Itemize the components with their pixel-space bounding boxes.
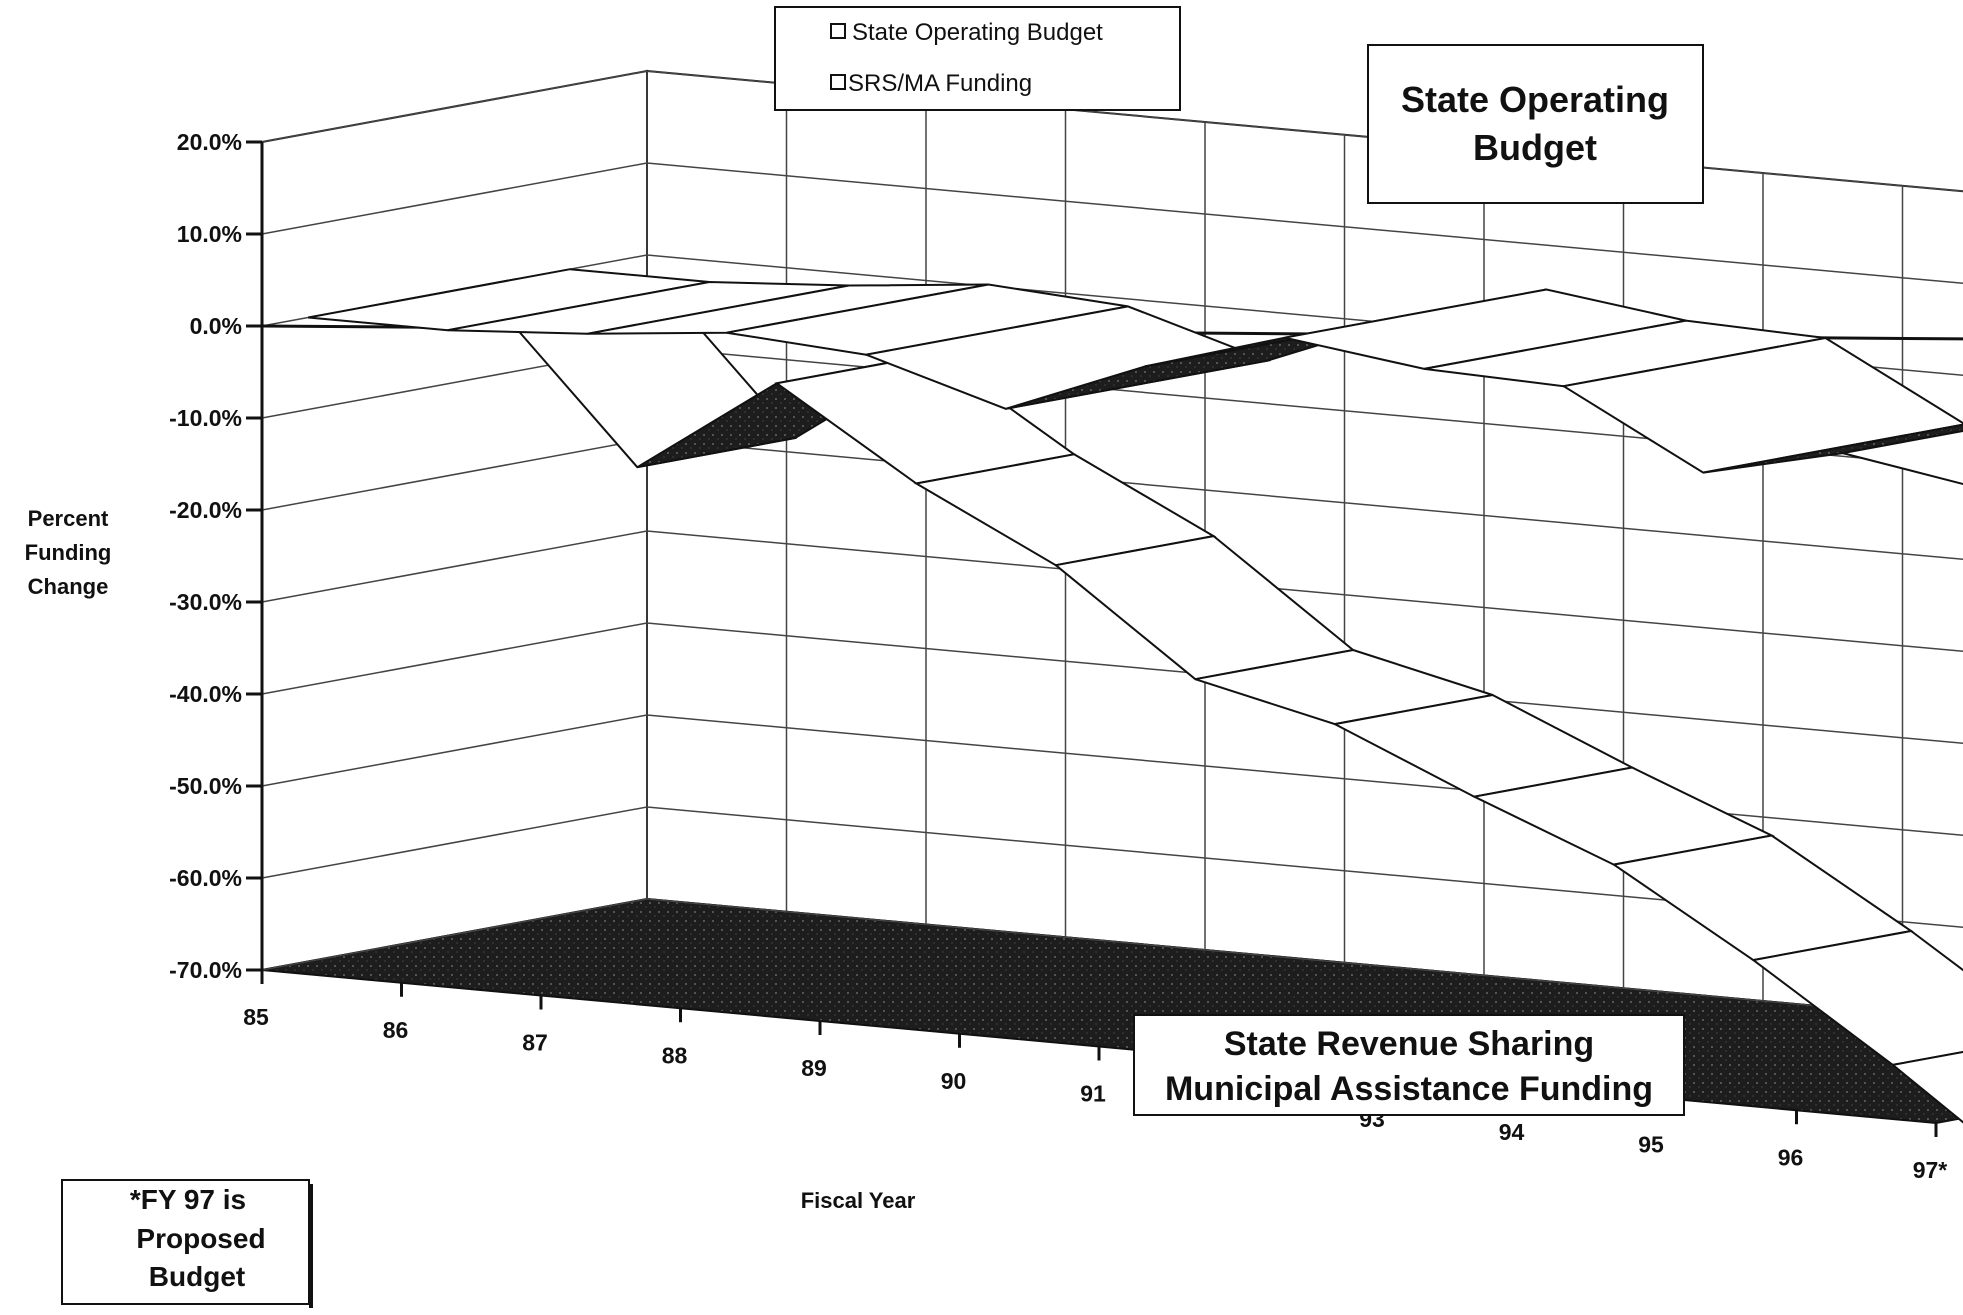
y-tick-label: 20.0% — [177, 129, 242, 155]
footnote: *FY 97 is Proposed Budget — [61, 1179, 313, 1308]
ribbon-segment — [1890, 1050, 1963, 1124]
y-tick-label: -30.0% — [169, 589, 242, 615]
operating-callout-line-1: State Operating — [1401, 79, 1669, 120]
ribbon-segment — [1842, 429, 1963, 486]
series-srs-ma-funding — [358, 277, 1963, 1124]
x-tick-label: 89 — [801, 1055, 827, 1081]
x-tick-label: 97* — [1913, 1157, 1948, 1183]
x-tick-label: 96 — [1778, 1144, 1804, 1170]
ribbon-segment — [1560, 336, 1963, 474]
legend: State Operating Budget SRS/MA Funding — [774, 6, 1181, 111]
legend-swatch-operating — [830, 23, 846, 39]
x-tick-label: 90 — [941, 1068, 967, 1094]
x-tick-label: 88 — [662, 1042, 688, 1068]
y-axis-label-line-2: Funding — [25, 540, 112, 565]
y-tick-label: 0.0% — [190, 313, 242, 339]
side-wall — [261, 69, 648, 972]
y-tick-label: -60.0% — [169, 865, 242, 891]
revenue-callout-box — [1133, 1014, 1685, 1116]
operating-callout-line-2: Budget — [1473, 127, 1597, 168]
y-tick-label: -70.0% — [169, 957, 242, 983]
revenue-sharing-callout: State Revenue Sharing Municipal Assistan… — [1133, 1014, 1685, 1116]
series-state-operating-budget — [308, 268, 1963, 486]
y-axis-label-line-3: Change — [28, 574, 109, 599]
operating-callout-box — [1367, 44, 1704, 204]
x-tick-label: 85 — [243, 1004, 269, 1030]
y-tick-label: -40.0% — [169, 681, 242, 707]
y-axis-label-line-1: Percent — [28, 506, 109, 531]
revenue-callout-line-1: State Revenue Sharing — [1224, 1025, 1594, 1063]
legend-swatch-srs — [830, 74, 846, 90]
revenue-callout-line-2: Municipal Assistance Funding — [1165, 1070, 1653, 1108]
footnote-line-2: Proposed — [136, 1223, 265, 1254]
footnote-shadow — [309, 1184, 313, 1308]
x-axis-label: Fiscal Year — [801, 1188, 916, 1213]
x-tick-label: 91 — [1080, 1081, 1106, 1107]
y-tick-label: -10.0% — [169, 405, 242, 431]
legend-label-operating: State Operating Budget — [852, 19, 1103, 46]
legend-label-srs: SRS/MA Funding — [848, 70, 1032, 97]
footnote-line-3: Budget — [149, 1261, 245, 1292]
x-tick-label: 87 — [522, 1030, 548, 1056]
ribbon-segment — [1703, 423, 1963, 474]
x-tick-label: 95 — [1638, 1132, 1664, 1158]
x-tick-label: 94 — [1499, 1119, 1525, 1145]
footnote-line-1: *FY 97 is — [130, 1184, 246, 1215]
y-tick-labels: 20.0% 10.0% 0.0% -10.0% -20.0% -30.0% -40.0% -5… — [169, 129, 262, 983]
x-tick-label: 86 — [383, 1017, 409, 1043]
operating-budget-callout: State Operating Budget — [1367, 44, 1704, 204]
y-tick-label: -50.0% — [169, 773, 242, 799]
y-tick-label: -20.0% — [169, 497, 242, 523]
y-tick-label: 10.0% — [177, 221, 242, 247]
